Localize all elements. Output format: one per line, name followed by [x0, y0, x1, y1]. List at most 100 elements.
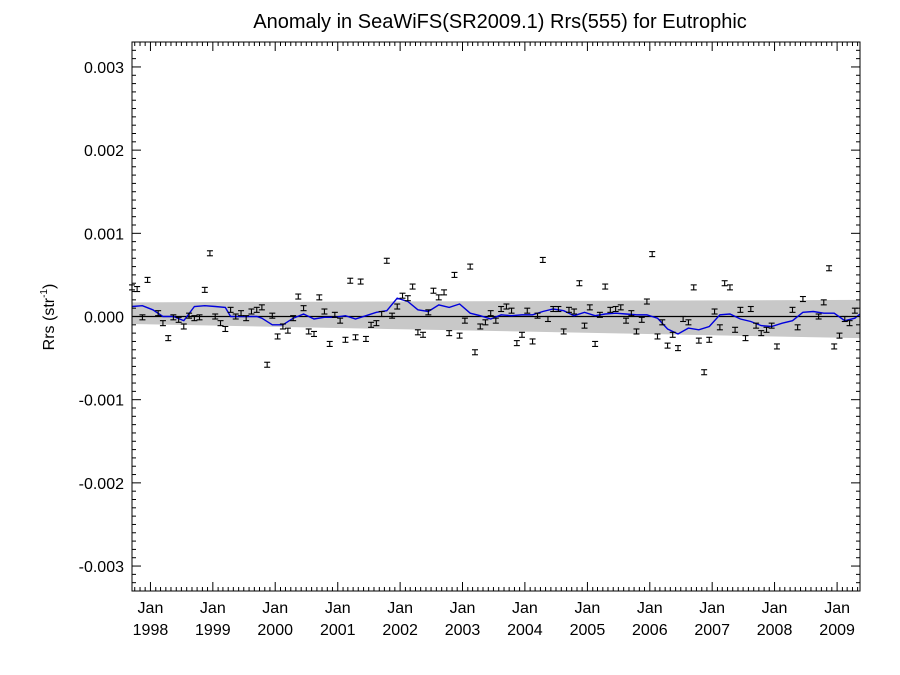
data-point: [404, 295, 411, 302]
data-point: [347, 277, 354, 284]
data-point: [799, 295, 806, 303]
data-point: [414, 329, 421, 336]
data-point: [826, 265, 833, 272]
y-axis: -0.003 -0.002 -0.001 0.000 0.001 0.002 0.003: [79, 41, 860, 592]
data-point: [737, 306, 744, 313]
data-point: [669, 331, 676, 338]
y-axis-label-suffix: ): [41, 284, 58, 289]
data-point: [362, 335, 369, 343]
data-point: [399, 292, 406, 299]
data-point: [383, 257, 390, 264]
data-point: [170, 314, 177, 321]
data-point: [742, 335, 749, 342]
x-tick-label-month: Jan: [387, 600, 413, 617]
x-tick-label-year: 2001: [320, 622, 356, 639]
data-point: [175, 316, 182, 323]
x-tick-label-year: 2002: [382, 622, 418, 639]
data-point: [284, 327, 291, 334]
data-point: [352, 334, 359, 341]
data-point: [186, 312, 193, 319]
data-point: [378, 310, 385, 318]
data-point: [524, 307, 531, 314]
data-point: [758, 330, 765, 337]
x-tick-label-month: Jan: [824, 600, 850, 617]
data-point: [612, 305, 619, 313]
x-tick-label-month: Jan: [200, 600, 226, 617]
data-point: [201, 286, 208, 293]
data-point: [159, 320, 166, 327]
y-tick-label: -0.002: [79, 476, 124, 493]
data-point: [430, 287, 437, 294]
data-point: [820, 299, 827, 306]
data-point: [305, 328, 312, 335]
x-tick-label-month: Jan: [450, 600, 476, 617]
data-point: [643, 298, 650, 305]
data-point: [482, 319, 489, 326]
data-point: [596, 311, 603, 318]
data-point: [726, 284, 733, 291]
data-point: [456, 332, 463, 339]
data-point: [311, 330, 317, 338]
data-point: [212, 313, 219, 320]
data-point: [269, 312, 276, 319]
data-point: [706, 336, 713, 343]
data-point: [258, 304, 265, 311]
x-tick-label-year: 1998: [133, 622, 169, 639]
data-point: [165, 335, 172, 342]
data-point: [409, 283, 416, 290]
data-point: [607, 306, 614, 313]
data-point: [373, 320, 380, 327]
data-point: [451, 271, 458, 278]
x-tick-label-year: 2005: [570, 622, 606, 639]
data-point: [508, 307, 515, 314]
data-point: [654, 333, 661, 340]
x-tick-label-year: 2003: [445, 622, 481, 639]
data-point: [238, 310, 245, 317]
x-tick-label-year: 2004: [507, 622, 543, 639]
data-point: [623, 317, 630, 324]
data-point: [534, 312, 541, 319]
data-point: [477, 323, 484, 330]
data-point: [446, 330, 453, 337]
data-point: [206, 250, 213, 257]
data-point: [243, 315, 250, 322]
data-point: [841, 315, 848, 323]
data-point: [789, 306, 796, 313]
data-point: [732, 326, 739, 333]
data-point: [571, 308, 578, 315]
x-tick-label-year: 2008: [757, 622, 793, 639]
data-point: [518, 331, 525, 338]
data-point: [232, 313, 239, 320]
x-tick-label-year: 2009: [819, 622, 855, 639]
data-point: [633, 328, 640, 335]
data-point: [513, 340, 520, 347]
data-point: [773, 343, 780, 350]
data-point: [503, 303, 510, 310]
x-tick-label-year: 1999: [195, 622, 231, 639]
data-point: [555, 305, 562, 313]
y-axis-label-main: Rrs (str: [41, 297, 58, 350]
data-point: [331, 311, 338, 318]
data-point: [425, 309, 432, 316]
data-point: [628, 310, 635, 317]
data-point: [617, 304, 624, 311]
data-point: [180, 323, 187, 330]
data-point: [550, 305, 557, 313]
data-point: [461, 317, 468, 324]
data-point: [794, 324, 801, 331]
y-axis-label-superscript: -1: [39, 289, 50, 298]
data-point: [441, 289, 448, 296]
x-tick-label-month: Jan: [699, 600, 725, 617]
data-point: [592, 340, 599, 348]
data-point: [217, 320, 224, 327]
data-point: [492, 317, 499, 324]
data-point: [274, 333, 281, 340]
data-point: [471, 349, 478, 356]
data-point: [498, 305, 505, 313]
data-point: [279, 323, 286, 330]
data-point: [721, 280, 728, 287]
anomaly-points: [129, 250, 858, 376]
x-tick-label-month: Jan: [575, 600, 601, 617]
data-point: [664, 342, 671, 349]
data-point: [368, 321, 375, 328]
